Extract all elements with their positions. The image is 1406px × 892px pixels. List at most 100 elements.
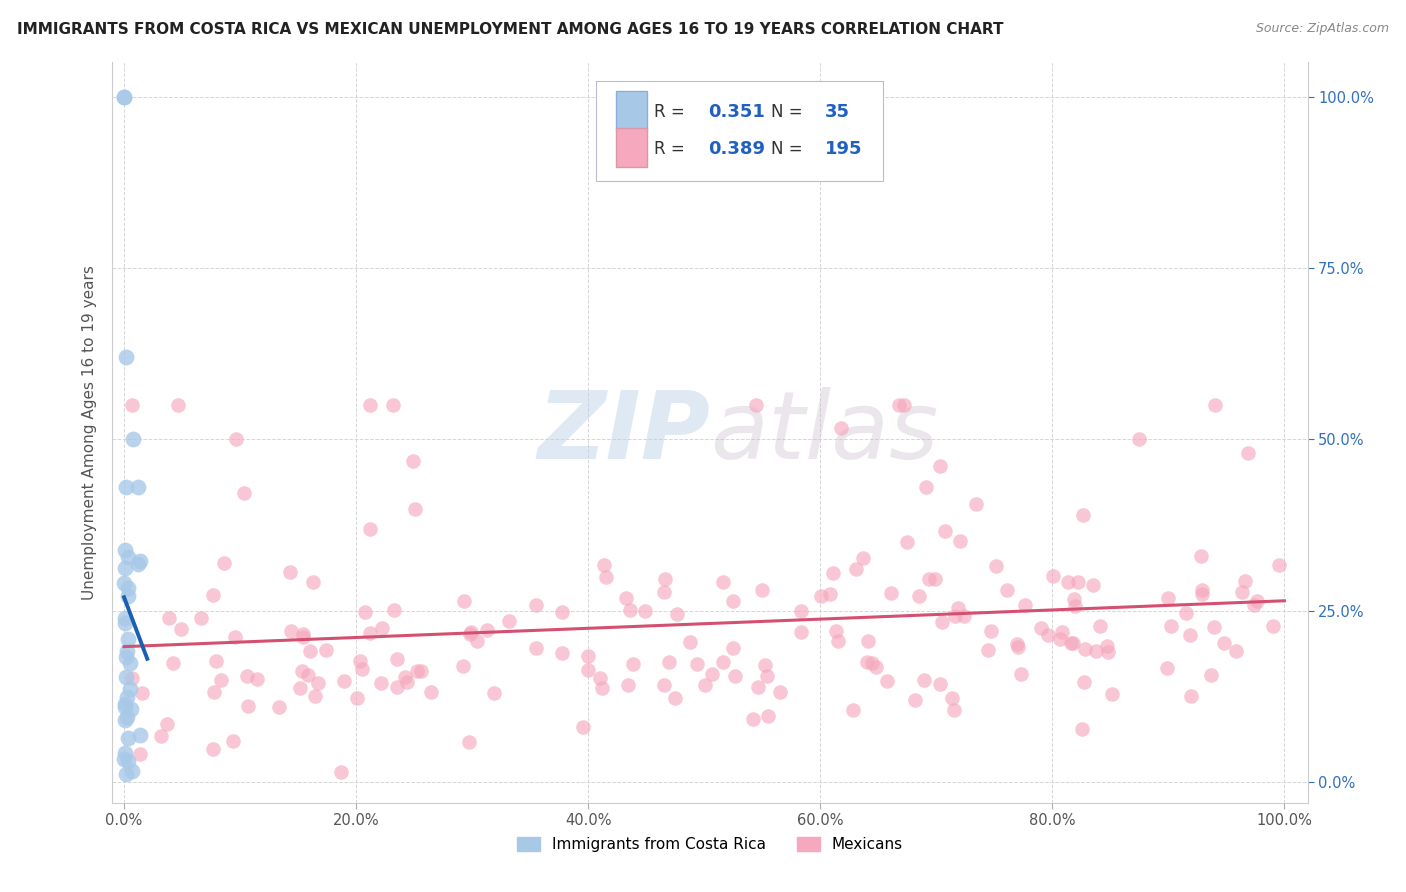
Legend: Immigrants from Costa Rica, Mexicans: Immigrants from Costa Rica, Mexicans [510, 830, 910, 858]
Point [121, 671, 143, 685]
Point [825, 624, 848, 639]
Point [1010, 666, 1032, 681]
Point [127, 557, 149, 571]
Point [118, 657, 141, 671]
Point [827, 633, 849, 648]
Point [634, 603, 657, 617]
Point [359, 398, 381, 412]
Point [693, 678, 716, 692]
Point [1060, 636, 1083, 650]
Point [658, 655, 681, 669]
Point [830, 421, 852, 435]
Point [115, 670, 138, 684]
Point [1036, 628, 1059, 642]
Point [724, 668, 747, 682]
Point [114, 713, 136, 727]
Point [1081, 578, 1104, 592]
Point [572, 720, 595, 734]
Point [915, 480, 938, 494]
Point [943, 609, 966, 624]
Point [190, 610, 212, 624]
Point [1029, 621, 1052, 635]
Point [291, 665, 314, 679]
Point [595, 569, 617, 583]
Point [315, 643, 337, 657]
Point [942, 703, 965, 717]
Point [1007, 637, 1029, 651]
Point [1243, 598, 1265, 612]
Point [465, 634, 488, 648]
Point [949, 533, 972, 548]
Point [162, 656, 184, 670]
Point [225, 432, 247, 446]
Point [460, 625, 482, 640]
Point [117, 589, 139, 603]
Point [370, 676, 392, 690]
Point [202, 742, 225, 756]
Point [346, 691, 368, 706]
Point [112, 89, 135, 103]
Point [129, 747, 152, 761]
Point [114, 560, 136, 574]
Point [155, 717, 177, 731]
Point [977, 642, 1000, 657]
Point [114, 746, 136, 760]
Text: 0.389: 0.389 [707, 140, 765, 158]
Point [1101, 687, 1123, 701]
Point [117, 582, 139, 596]
Point [128, 728, 150, 742]
Point [896, 535, 918, 549]
Point [1073, 674, 1095, 689]
Point [1088, 619, 1111, 633]
Point [245, 673, 267, 687]
Point [790, 604, 813, 618]
Point [984, 558, 1007, 573]
Point [1156, 661, 1178, 675]
Point [654, 572, 676, 586]
Point [451, 659, 474, 673]
Point [524, 599, 547, 613]
Point [747, 680, 769, 694]
Point [114, 350, 136, 364]
Point [1097, 645, 1119, 659]
Point [402, 454, 425, 468]
Point [1063, 592, 1085, 607]
Point [860, 656, 883, 670]
Point [711, 655, 734, 669]
Point [1268, 558, 1291, 573]
Point [856, 655, 879, 669]
Point [204, 654, 226, 668]
Point [619, 603, 641, 617]
Point [1175, 606, 1198, 620]
Text: atlas: atlas [710, 387, 938, 478]
Point [617, 678, 640, 692]
Point [117, 754, 139, 768]
FancyBboxPatch shape [616, 91, 647, 130]
Point [475, 623, 498, 637]
Point [395, 675, 418, 690]
Text: N =: N = [770, 103, 808, 121]
Point [280, 624, 302, 639]
Text: ZIP: ZIP [537, 386, 710, 479]
Point [524, 641, 547, 656]
Point [1212, 636, 1234, 650]
Point [302, 574, 325, 589]
Point [267, 700, 290, 714]
Point [889, 398, 911, 412]
Point [858, 633, 880, 648]
Point [406, 664, 429, 678]
Point [114, 480, 136, 494]
Point [1189, 549, 1212, 563]
Point [1074, 642, 1097, 657]
Point [1263, 618, 1285, 632]
Point [980, 624, 1002, 639]
Point [1049, 632, 1071, 646]
Point [385, 681, 408, 695]
Point [498, 614, 520, 628]
Point [756, 669, 779, 683]
Point [121, 398, 143, 412]
Point [117, 731, 139, 745]
Point [841, 703, 863, 717]
Point [359, 626, 381, 640]
Point [235, 669, 257, 683]
